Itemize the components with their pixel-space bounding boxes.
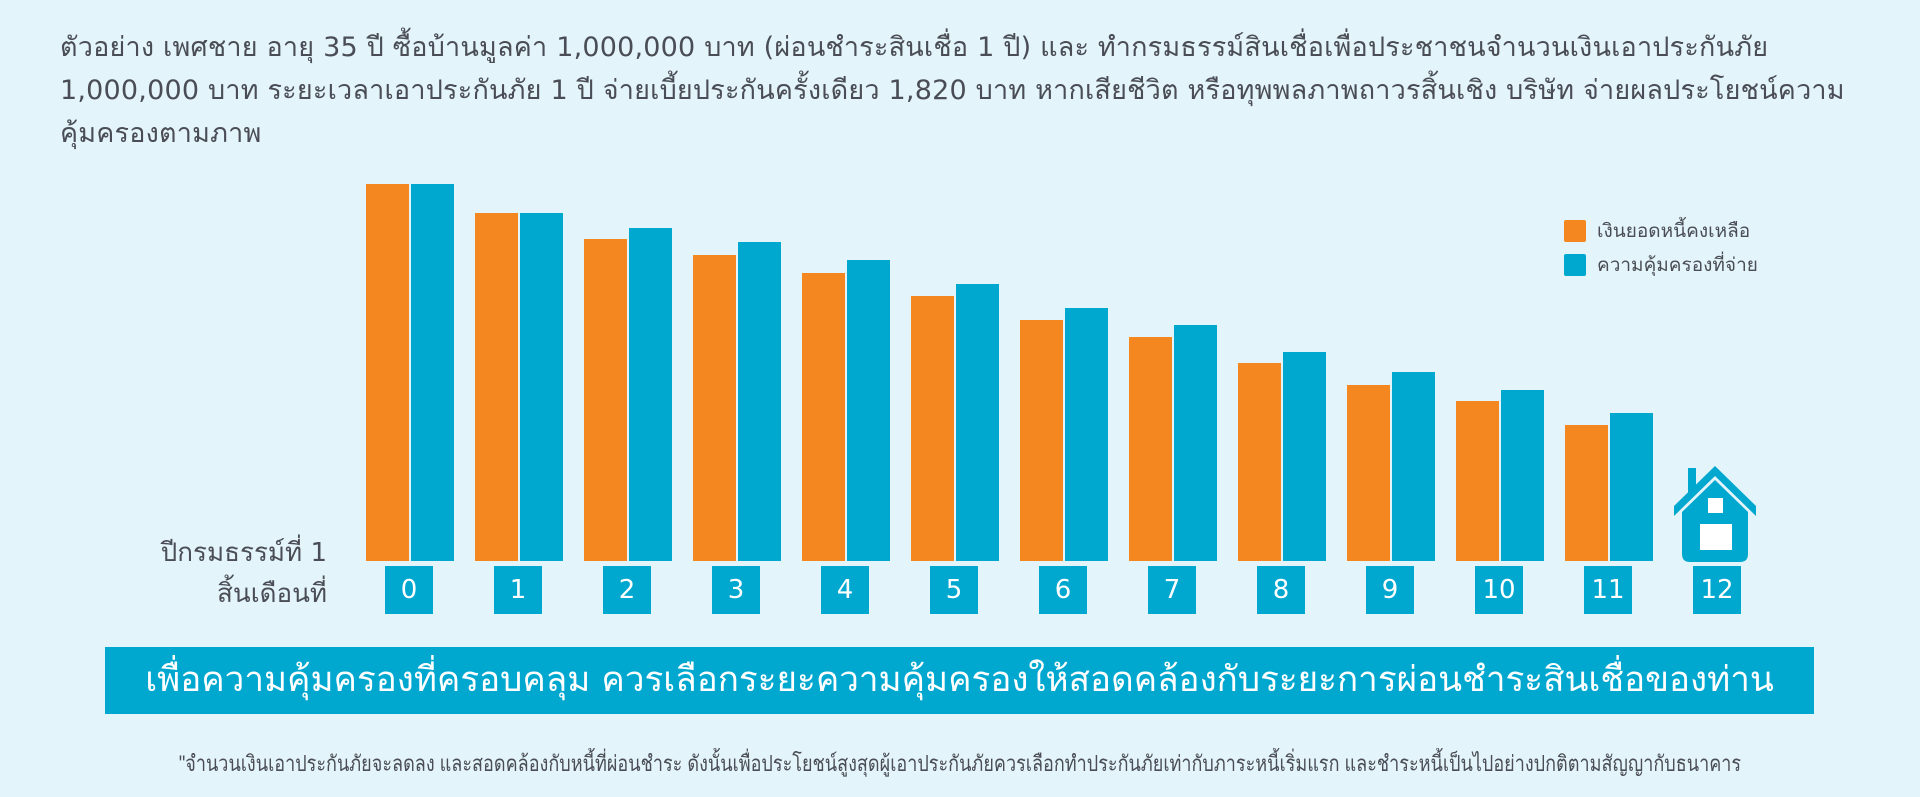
footnote: "จำนวนเงินเอาประกันภัยจะลดลง และสอดคล้อง… bbox=[178, 751, 1742, 776]
debt-bar-month-11 bbox=[1565, 425, 1608, 561]
legend-item-debt: เงินยอดหนี้คงเหลือ bbox=[1564, 214, 1758, 248]
debt-bar-month-3 bbox=[693, 255, 736, 561]
cover-bar-month-4 bbox=[847, 260, 890, 561]
debt-bar-month-9 bbox=[1347, 385, 1390, 561]
debt-bar-month-10 bbox=[1456, 401, 1499, 561]
coverage-advice-banner: เพื่อความคุ้มครองที่ครอบคลุม ควรเลือกระย… bbox=[105, 647, 1814, 714]
month-label-4: 4 bbox=[821, 566, 869, 614]
month-label-2: 2 bbox=[603, 566, 651, 614]
debt-bar-month-7 bbox=[1129, 337, 1172, 561]
legend-label-cover: ความคุ้มครองที่จ่าย bbox=[1597, 254, 1758, 276]
debt-bar-month-2 bbox=[584, 239, 627, 561]
intro-description: ตัวอย่าง เพศชาย อายุ 35 ปี ซื้อบ้านมูลค่… bbox=[60, 32, 1845, 149]
chart-legend: เงินยอดหนี้คงเหลือ ความคุ้มครองที่จ่าย bbox=[1564, 214, 1758, 282]
legend-item-cover: ความคุ้มครองที่จ่าย bbox=[1564, 248, 1758, 282]
legend-swatch-debt bbox=[1564, 220, 1586, 242]
cover-bar-month-2 bbox=[629, 228, 672, 561]
month-label-9: 9 bbox=[1366, 566, 1414, 614]
cover-bar-month-7 bbox=[1174, 325, 1217, 561]
cover-bar-month-11 bbox=[1610, 413, 1653, 561]
month-end-label: สิ้นเดือนที่ bbox=[217, 579, 327, 609]
cover-bar-month-8 bbox=[1283, 352, 1326, 561]
cover-bar-month-6 bbox=[1065, 308, 1108, 561]
legend-label-debt: เงินยอดหนี้คงเหลือ bbox=[1597, 220, 1751, 242]
cover-bar-month-9 bbox=[1392, 372, 1435, 561]
month-label-7: 7 bbox=[1148, 566, 1196, 614]
loan-coverage-bar-chart: 0 1 2 3 4 5 6 7 8 9 10 11 12 bbox=[366, 184, 1741, 614]
month-label-1: 1 bbox=[494, 566, 542, 614]
debt-bar-month-4 bbox=[802, 273, 845, 561]
cover-bar-month-1 bbox=[520, 213, 563, 561]
debt-bar-month-5 bbox=[911, 296, 954, 561]
month-label-3: 3 bbox=[712, 566, 760, 614]
month-label-0: 0 bbox=[385, 566, 433, 614]
policy-year-label: ปีกรมธรรม์ที่ 1 bbox=[160, 538, 327, 568]
debt-bar-month-6 bbox=[1020, 320, 1063, 561]
month-label-5: 5 bbox=[930, 566, 978, 614]
house-icon bbox=[1674, 466, 1756, 562]
month-label-11: 11 bbox=[1584, 566, 1632, 614]
cover-bar-month-0 bbox=[411, 184, 454, 561]
cover-bar-month-10 bbox=[1501, 390, 1544, 561]
month-label-12: 12 bbox=[1693, 566, 1741, 614]
month-label-10: 10 bbox=[1475, 566, 1523, 614]
month-label-6: 6 bbox=[1039, 566, 1087, 614]
debt-bar-month-0 bbox=[366, 184, 409, 561]
cover-bar-month-3 bbox=[738, 242, 781, 561]
legend-swatch-cover bbox=[1564, 254, 1586, 276]
cover-bar-month-5 bbox=[956, 284, 999, 561]
month-label-8: 8 bbox=[1257, 566, 1305, 614]
debt-bar-month-8 bbox=[1238, 363, 1281, 561]
debt-bar-month-1 bbox=[475, 213, 518, 561]
